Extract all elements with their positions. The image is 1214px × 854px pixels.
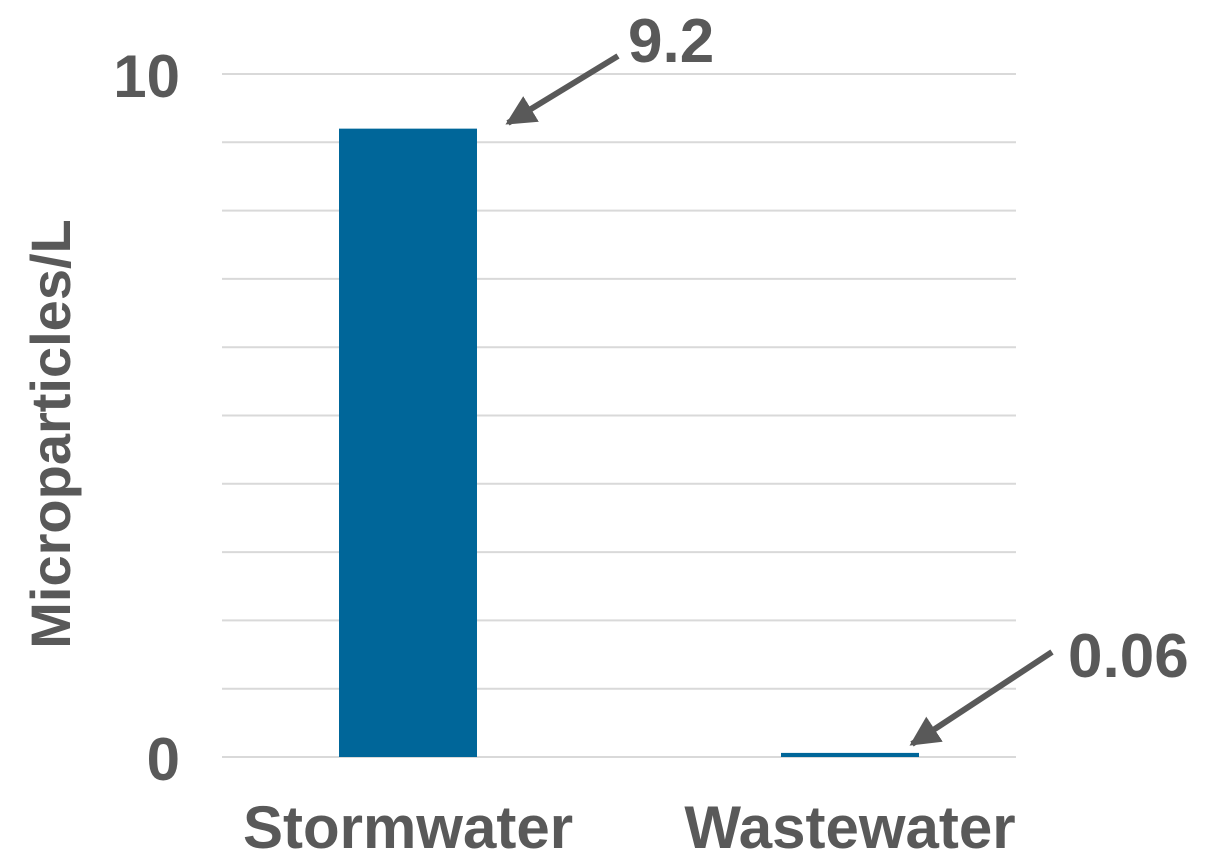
x-axis-ticks: Stormwater Wastewater [243, 794, 1016, 854]
y-axis-ticks: 0 10 [113, 43, 180, 793]
y-tick-label: 0 [147, 726, 180, 793]
bars [339, 128, 919, 757]
bar-wastewater [781, 752, 919, 757]
x-tick-label: Wastewater [684, 794, 1015, 854]
bar-stormwater [339, 128, 477, 757]
annotation-arrow [505, 53, 620, 126]
data-label: 0.06 [1068, 622, 1189, 691]
y-tick-label: 10 [113, 43, 180, 110]
data-label: 9.2 [628, 7, 714, 76]
data-annotations: 9.2 0.06 [505, 7, 1189, 747]
x-tick-label: Stormwater [243, 794, 573, 854]
y-axis-label: Microparticles/L [19, 219, 82, 648]
annotation-arrow [909, 649, 1054, 747]
